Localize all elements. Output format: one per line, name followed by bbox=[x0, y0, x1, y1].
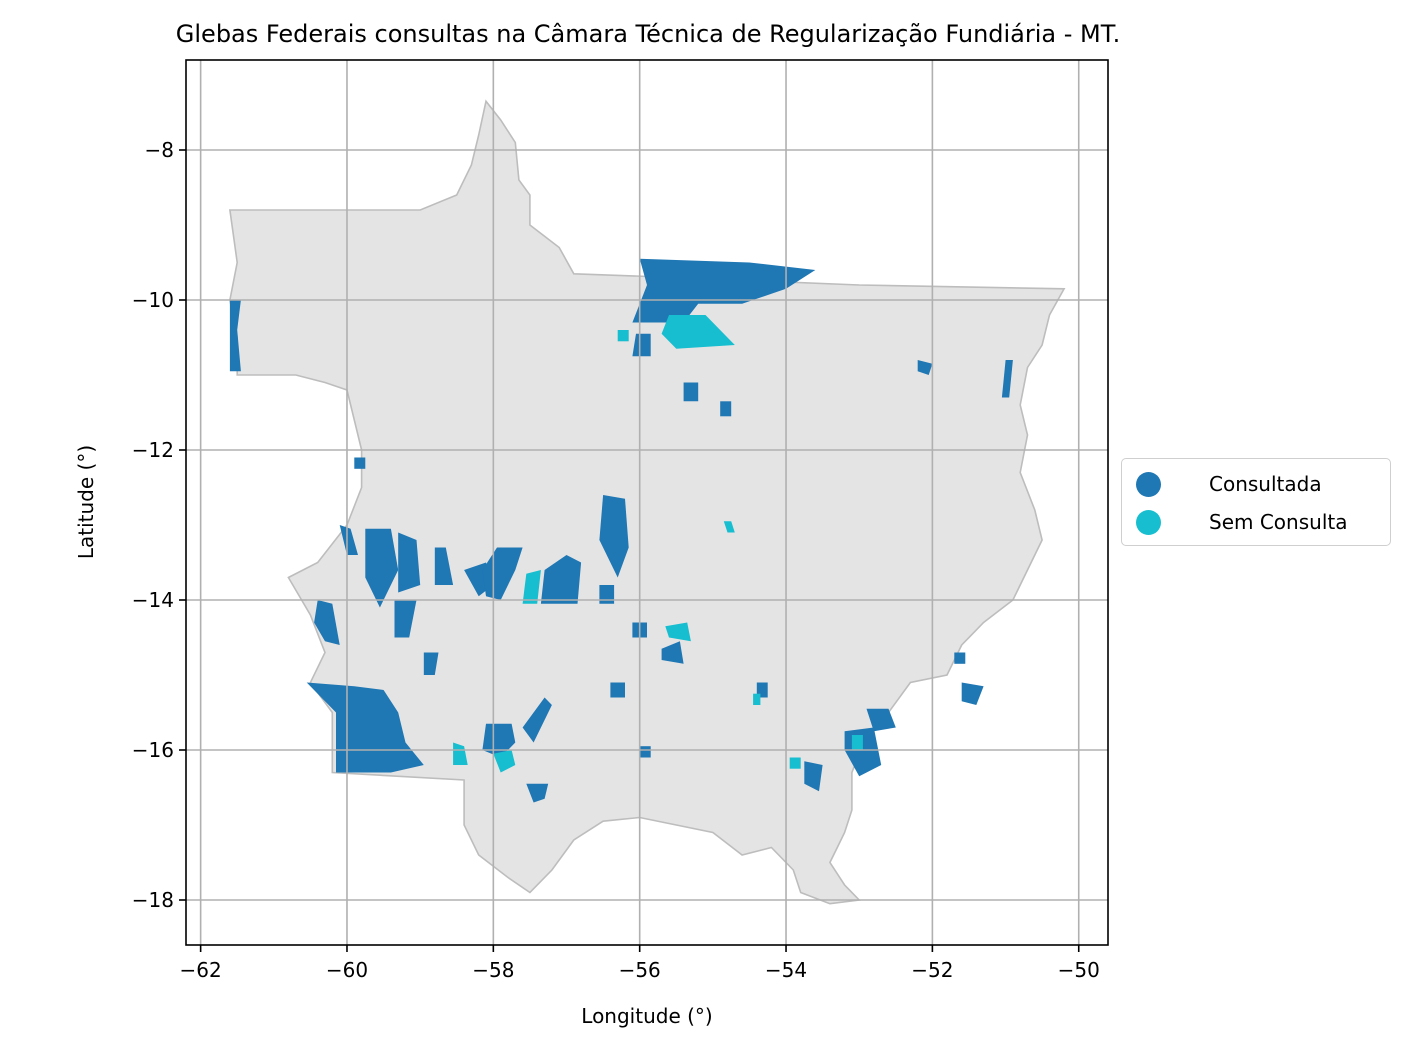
x-axis: −62 −60 −58 −56 −54 −52 −50 bbox=[180, 945, 1100, 982]
gleba-consultada-0 bbox=[632, 258, 816, 323]
y-tick-label-5: −18 bbox=[132, 888, 174, 912]
grid-layer bbox=[186, 60, 1108, 945]
plot-frame bbox=[185, 59, 1109, 946]
gleba-consultada-4 bbox=[229, 300, 241, 372]
gleba-sem-consulta-19 bbox=[493, 750, 516, 773]
gleba-consultada-23 bbox=[661, 641, 684, 664]
gleba-consultada-34 bbox=[1001, 360, 1013, 398]
gleba-consultada-11 bbox=[482, 547, 523, 600]
state-region bbox=[228, 99, 1066, 905]
x-tick-label-1: −60 bbox=[326, 958, 368, 982]
gleba-consultada-32 bbox=[961, 682, 984, 705]
gleba-sem-consulta-22 bbox=[665, 622, 691, 642]
gleba-consultada-38 bbox=[339, 525, 358, 555]
gleba-consultada-37 bbox=[354, 457, 366, 469]
gleba-sem-consulta-28 bbox=[789, 757, 801, 769]
gleba-consultada-13 bbox=[540, 555, 582, 604]
legend-item-sem-consulta: Sem Consulta bbox=[1136, 507, 1347, 537]
gleba-consultada-41 bbox=[599, 585, 615, 604]
chart-title: Glebas Federais consultas na Câmara Técn… bbox=[176, 20, 1120, 48]
gleba-consultada-18 bbox=[482, 723, 516, 758]
gleba-consultada-43 bbox=[610, 682, 625, 698]
y-axis-label: Latitude (°) bbox=[74, 445, 98, 559]
gleba-sem-consulta-12 bbox=[522, 570, 541, 604]
x-tick-label-0: −62 bbox=[180, 958, 222, 982]
y-tick-label-2: −12 bbox=[132, 438, 174, 462]
x-tick-label-2: −58 bbox=[472, 958, 514, 982]
state-region-layer bbox=[228, 99, 1066, 905]
legend-marker-sem-consulta bbox=[1136, 509, 1161, 535]
gleba-sem-consulta-3 bbox=[617, 330, 629, 342]
legend-item-consultada: Consultada bbox=[1136, 469, 1322, 499]
legend-marker-consultada bbox=[1136, 471, 1161, 497]
gleba-consultada-14 bbox=[314, 600, 340, 645]
legend-label-sem-consulta: Sem Consulta bbox=[1209, 510, 1348, 534]
plot-area bbox=[186, 60, 1108, 945]
gleba-consultada-6 bbox=[365, 528, 399, 608]
gleba-sem-consulta-1 bbox=[661, 315, 735, 349]
gleba-sem-consulta-17 bbox=[453, 742, 468, 765]
gleba-consultada-24 bbox=[866, 708, 896, 732]
gleba-consultada-2 bbox=[632, 333, 651, 357]
gleba-consultada-33 bbox=[917, 360, 933, 375]
gleba-consultada-31 bbox=[954, 652, 966, 664]
gleba-consultada-7 bbox=[398, 532, 421, 593]
gleba-sem-consulta-30 bbox=[753, 693, 761, 705]
y-tick-label-1: −10 bbox=[132, 288, 174, 312]
gleba-consultada-20 bbox=[522, 697, 552, 743]
x-tick-label-6: −50 bbox=[1058, 958, 1100, 982]
gleba-consultada-27 bbox=[804, 761, 823, 792]
gleba-consultada-21 bbox=[526, 783, 549, 803]
gleba-consultada-5 bbox=[599, 495, 629, 578]
gleba-consultada-35 bbox=[683, 382, 699, 402]
legend-label-consultada: Consultada bbox=[1209, 472, 1322, 496]
y-tick-label-4: −16 bbox=[132, 738, 174, 762]
y-tick-label-0: −8 bbox=[145, 138, 174, 162]
gleba-sem-consulta-40 bbox=[723, 521, 735, 533]
gleba-consultada-8 bbox=[394, 600, 417, 638]
gleba-consultada-36 bbox=[720, 401, 732, 417]
x-tick-label-3: −56 bbox=[619, 958, 661, 982]
legend: Consultada Sem Consulta bbox=[1121, 458, 1391, 546]
y-tick-label-3: −14 bbox=[132, 588, 174, 612]
y-axis: −8 −10 −12 −14 −16 −18 bbox=[132, 138, 186, 912]
gleba-consultada-15 bbox=[423, 652, 439, 675]
x-tick-label-5: −52 bbox=[911, 958, 953, 982]
gleba-consultada-9 bbox=[434, 547, 454, 585]
gleba-consultada-39 bbox=[639, 746, 651, 758]
x-axis-label: Longitude (°) bbox=[581, 1004, 712, 1028]
x-tick-label-4: −54 bbox=[765, 958, 807, 982]
gleba-sem-consulta-26 bbox=[851, 735, 863, 750]
